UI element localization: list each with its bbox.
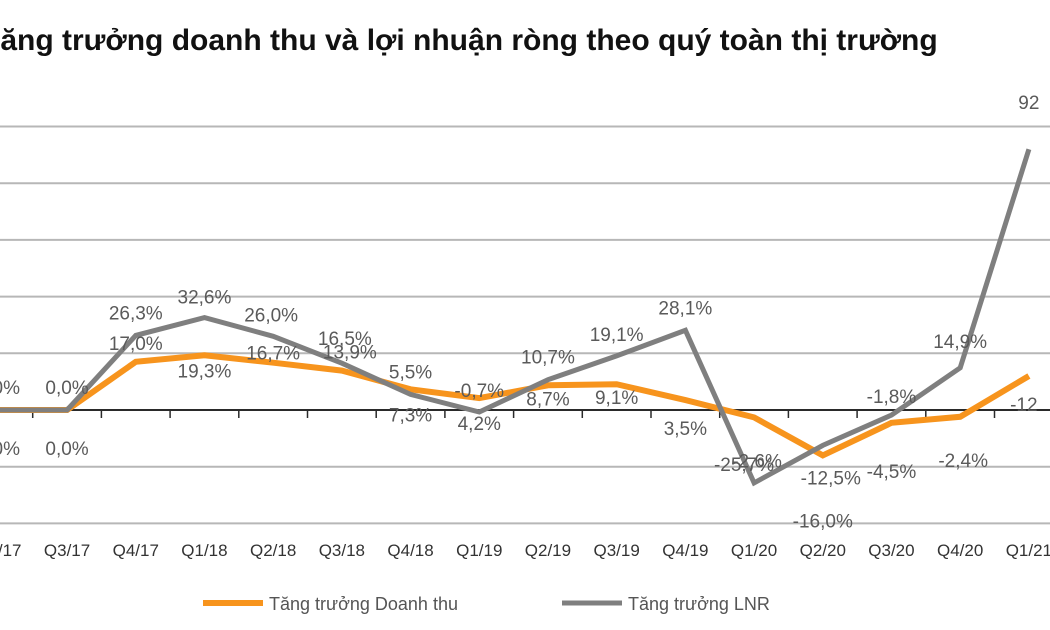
data-label-lnr: 92 — [1018, 93, 1039, 114]
data-label-lnr: 26,3% — [109, 303, 163, 324]
x-tick-label: Q2/17 — [0, 541, 22, 560]
x-tick-label: Q4/18 — [387, 541, 433, 560]
data-label-lnr: 0,0% — [0, 378, 20, 399]
data-label-doanh-thu: 0,0% — [45, 439, 88, 460]
x-tick-label: Q4/19 — [662, 541, 708, 560]
data-label-lnr: 5,5% — [389, 362, 432, 383]
series-line-doanh-thu — [0, 352, 1031, 459]
data-label-lnr: 0,0% — [45, 378, 88, 399]
data-label-lnr: 14,9% — [933, 332, 987, 353]
data-label-lnr: 19,1% — [590, 325, 644, 346]
x-tick-label: Q3/20 — [868, 541, 914, 560]
data-label-doanh-thu: 4,2% — [458, 414, 501, 435]
data-label-doanh-thu: -4,5% — [867, 462, 917, 483]
data-label-doanh-thu: -16,0% — [793, 511, 853, 532]
data-label-doanh-thu: 9,1% — [595, 388, 638, 409]
data-label-doanh-thu: 13,9% — [323, 343, 377, 364]
data-labels: 0,0% 0,0% 17,0% 19,3% 16,7% 13,9% 7,3% 4,2% 8,7%… — [0, 93, 1039, 532]
data-label-lnr: 10,7% — [521, 348, 575, 369]
x-tick-label: Q3/18 — [319, 541, 365, 560]
data-label-doanh-thu: -2,6% — [732, 451, 782, 472]
legend-label-doanh-thu: Tăng trưởng Doanh thu — [269, 594, 458, 614]
data-label-lnr: -1,8% — [867, 387, 917, 408]
data-label-doanh-thu: 0,0% — [0, 439, 20, 460]
data-label-lnr: -12,5% — [801, 468, 861, 489]
data-label-doanh-thu: 17,0% — [109, 334, 163, 355]
series-line-lnr — [0, 148, 1032, 487]
data-label-doanh-thu: -2,4% — [938, 451, 988, 472]
chart-title: Tăng trưởng doanh thu và lợi nhuận ròng … — [0, 24, 938, 57]
x-tick-label: Q2/20 — [800, 541, 846, 560]
series-lines — [0, 148, 1032, 487]
x-axis — [31, 410, 996, 418]
data-label-doanh-thu: 19,3% — [178, 361, 232, 382]
data-label-doanh-thu: 8,7% — [526, 389, 569, 410]
legend-label-lnr: Tăng trưởng LNR — [628, 594, 770, 614]
x-tick-labels: Q2/17 Q3/17 Q4/17 Q1/18 Q2/18 Q3/18 Q4/18 Q1/19… — [0, 541, 1050, 560]
data-label-lnr: -25,7% — [714, 455, 774, 476]
x-tick-label: Q2/18 — [250, 541, 296, 560]
data-label-doanh-thu: 16,7% — [246, 344, 300, 365]
x-tick-label: Q4/20 — [937, 541, 983, 560]
data-label-lnr: -0,7% — [454, 381, 504, 402]
data-label-lnr: 32,6% — [178, 288, 232, 309]
legend: Tăng trưởng Doanh thu Tăng trưởng LNR — [203, 594, 770, 614]
data-label-lnr: 16,5% — [318, 329, 372, 350]
data-label-lnr: 28,1% — [658, 298, 712, 319]
x-tick-label: Q1/21 — [1006, 541, 1050, 560]
x-tick-label: Q4/17 — [113, 541, 159, 560]
data-label-doanh-thu: 7,3% — [389, 405, 432, 426]
data-label-doanh-thu: -12 — [1010, 395, 1037, 416]
gridlines — [0, 125, 1050, 525]
x-tick-label: Q1/18 — [181, 541, 227, 560]
x-tick-label: Q2/19 — [525, 541, 571, 560]
x-tick-label: Q3/19 — [593, 541, 639, 560]
x-tick-label: Q1/19 — [456, 541, 502, 560]
x-tick-label: Q3/17 — [44, 541, 90, 560]
data-label-doanh-thu: 3,5% — [664, 419, 707, 440]
x-tick-label: Q1/20 — [731, 541, 777, 560]
data-label-lnr: 26,0% — [244, 305, 298, 326]
